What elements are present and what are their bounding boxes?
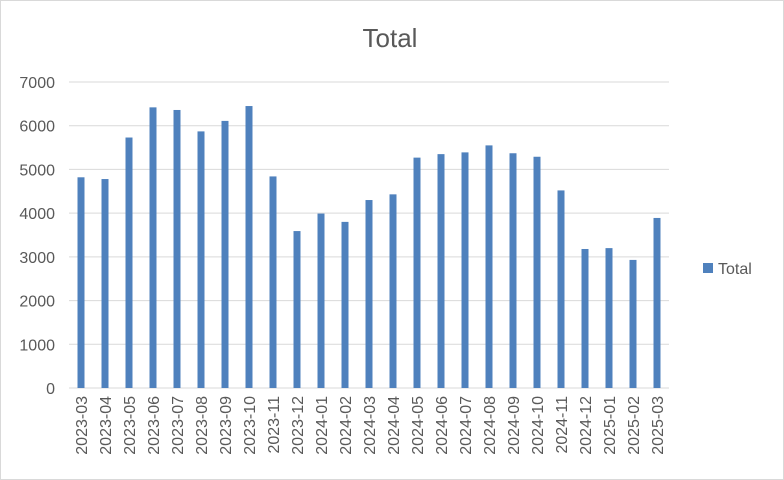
- legend-swatch: [703, 263, 713, 273]
- bar: [197, 131, 205, 388]
- bar: [461, 152, 469, 388]
- bar: [509, 153, 517, 388]
- x-tick-label: 2025-01: [602, 396, 619, 455]
- x-tick-label: 2023-07: [170, 396, 187, 455]
- legend-label: Total: [718, 261, 752, 278]
- bar: [557, 190, 565, 388]
- y-tick-label: 7000: [19, 75, 55, 92]
- legend: Total: [703, 261, 752, 278]
- bar: [533, 156, 541, 388]
- x-tick-label: 2023-12: [290, 396, 307, 455]
- x-tick-label: 2023-03: [74, 396, 91, 455]
- bar: [149, 107, 157, 389]
- y-axis-ticks: 0 1000 2000 3000 4000 5000 6000 7000: [19, 75, 55, 398]
- x-tick-label: 2024-12: [578, 396, 595, 455]
- x-tick-label: 2023-06: [146, 396, 163, 455]
- chart-title: Total: [363, 23, 418, 53]
- x-tick-label: 2024-02: [338, 396, 355, 455]
- bar: [269, 176, 277, 388]
- bar: [389, 194, 397, 388]
- y-tick-label: 4000: [19, 206, 55, 223]
- x-tick-label: 2024-10: [530, 396, 547, 455]
- x-tick-label: 2024-06: [434, 396, 451, 455]
- y-tick-label: 2000: [19, 294, 55, 311]
- x-tick-label: 2023-08: [194, 396, 211, 455]
- x-axis-ticks: 2023-03 2023-04 2023-05 2023-06 2023-07 2023-…: [74, 396, 667, 455]
- x-tick-label: 2025-02: [626, 396, 643, 455]
- y-tick-label: 1000: [19, 337, 55, 354]
- x-tick-label: 2023-10: [242, 396, 259, 455]
- x-tick-label: 2023-11: [266, 396, 283, 454]
- y-tick-label: 3000: [19, 250, 55, 267]
- bar: [173, 109, 181, 388]
- bar: [605, 248, 613, 388]
- bar: [413, 157, 421, 388]
- bar: [221, 120, 229, 389]
- x-tick-label: 2025-03: [650, 396, 667, 455]
- y-tick-label: 5000: [19, 162, 55, 179]
- bar: [581, 248, 589, 388]
- x-tick-label: 2023-09: [218, 396, 235, 455]
- bar: [77, 177, 85, 388]
- y-tick-label: 6000: [19, 119, 55, 136]
- bar: [653, 217, 661, 388]
- bars: [77, 106, 661, 389]
- x-tick-label: 2024-08: [482, 396, 499, 455]
- bar: [341, 221, 349, 388]
- x-tick-label: 2024-05: [410, 396, 427, 455]
- bar: [317, 213, 325, 388]
- bar: [125, 137, 133, 388]
- bar: [365, 200, 373, 388]
- y-tick-label: 0: [46, 381, 55, 398]
- bar: [245, 106, 253, 389]
- x-tick-label: 2024-11: [554, 396, 571, 454]
- x-tick-label: 2023-04: [98, 396, 115, 455]
- x-tick-label: 2024-03: [362, 396, 379, 455]
- bar: [293, 231, 301, 388]
- x-tick-label: 2023-05: [122, 396, 139, 455]
- x-tick-label: 2024-07: [458, 396, 475, 455]
- bar: [485, 145, 493, 388]
- x-tick-label: 2024-01: [314, 396, 331, 455]
- bar: [437, 154, 445, 388]
- x-tick-label: 2024-04: [386, 396, 403, 455]
- bar: [101, 179, 109, 388]
- x-tick-label: 2024-09: [506, 396, 523, 455]
- bar: [629, 259, 637, 388]
